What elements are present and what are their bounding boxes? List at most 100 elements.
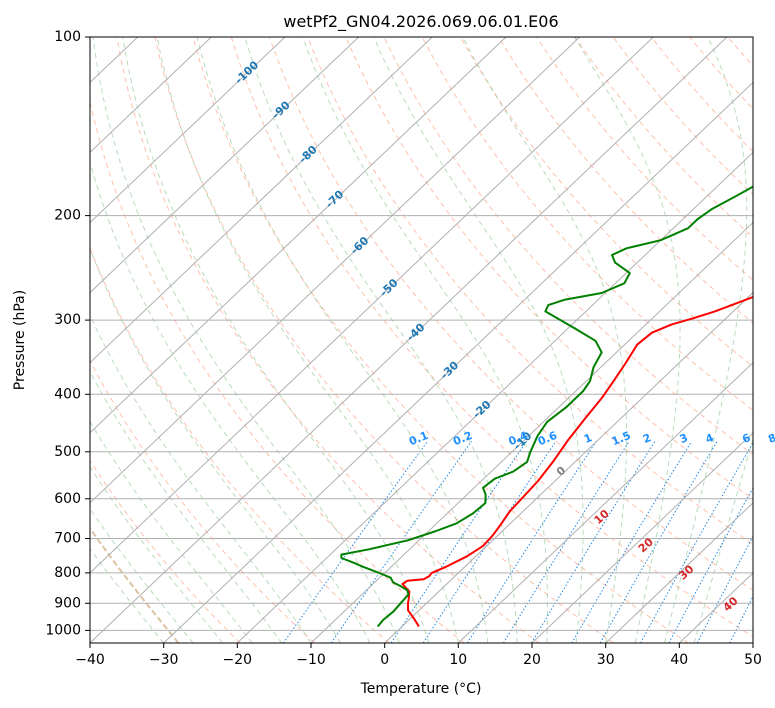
mixing-ratio-line bbox=[503, 441, 630, 643]
isotherm bbox=[752, 642, 753, 643]
mixing-ratio-label: 3 bbox=[678, 431, 690, 446]
lcl-curve bbox=[90, 526, 180, 643]
dry-adiabat bbox=[383, 37, 753, 456]
mixing-ratio-label: 8 bbox=[766, 431, 775, 446]
isotherm bbox=[90, 37, 433, 364]
isotherm bbox=[90, 37, 654, 574]
dry-adiabat bbox=[192, 37, 689, 643]
mixing-ratio-line bbox=[758, 441, 775, 643]
isotherm bbox=[236, 151, 753, 643]
y-tick-label: 1000 bbox=[45, 622, 81, 638]
dewpoint-line bbox=[340, 185, 753, 628]
x-tick-label: 10 bbox=[449, 652, 467, 668]
temperature-line bbox=[401, 295, 753, 628]
dry-adiabat bbox=[116, 37, 540, 643]
moist-adiabat bbox=[373, 37, 584, 643]
dry-adiabat bbox=[154, 37, 614, 643]
y-tick-label: 400 bbox=[54, 386, 81, 402]
mixing-ratio-label: 6 bbox=[740, 431, 752, 446]
y-tick-label: 500 bbox=[54, 444, 81, 460]
mixing-ratio-line bbox=[330, 441, 473, 643]
dry-adiabat bbox=[90, 359, 316, 643]
moist-adiabat bbox=[244, 37, 518, 643]
moist-adiabat bbox=[196, 37, 489, 643]
moist-adiabat bbox=[90, 247, 341, 643]
moist-adiabat bbox=[693, 437, 753, 643]
dry-adiabat bbox=[612, 37, 753, 196]
moist-adiabat-label: 30 bbox=[676, 562, 696, 582]
dry-adiabat bbox=[689, 37, 753, 110]
isotherm bbox=[90, 37, 212, 154]
moist-adiabat-label: 40 bbox=[721, 594, 741, 614]
x-tick-label: −40 bbox=[75, 652, 105, 668]
dry-adiabat bbox=[459, 37, 753, 368]
isotherm bbox=[90, 37, 360, 294]
mixing-ratio-label: 0.2 bbox=[451, 429, 474, 448]
y-tick-label: 900 bbox=[54, 595, 81, 611]
mixing-ratio-line bbox=[571, 441, 693, 643]
isotherm bbox=[605, 502, 753, 643]
y-tick-label: 100 bbox=[54, 29, 81, 45]
mixing-ratio-line bbox=[696, 535, 753, 643]
dry-adiabat bbox=[727, 37, 753, 67]
chart-title: wetPf2_GN04.2026.069.06.01.E06 bbox=[283, 12, 558, 32]
dry-adiabat bbox=[766, 37, 775, 643]
moist-adiabat bbox=[90, 465, 223, 643]
moist-adiabat bbox=[462, 37, 627, 643]
mixing-ratio-line bbox=[422, 441, 557, 643]
mixing-ratio-line bbox=[668, 487, 753, 643]
x-tick-label: −20 bbox=[223, 652, 253, 668]
axes: −40 −30 −20 −10 0 10 20 30 40 5010020030040050060… bbox=[45, 29, 762, 668]
x-tick-label: 40 bbox=[670, 652, 688, 668]
mixing-ratio-line bbox=[531, 441, 656, 643]
isotherm bbox=[310, 221, 753, 643]
x-tick-label: 0 bbox=[380, 652, 389, 668]
moist-adiabat bbox=[90, 420, 253, 643]
x-tick-label: 30 bbox=[597, 652, 615, 668]
mixing-ratio-line bbox=[466, 441, 597, 643]
x-tick-label: 50 bbox=[744, 652, 762, 668]
moist-adiabat bbox=[90, 160, 371, 643]
dry-adiabat bbox=[90, 99, 465, 643]
y-tick-label: 700 bbox=[54, 531, 81, 547]
mixing-ratio-line bbox=[282, 441, 429, 643]
moist-adiabat bbox=[122, 37, 430, 643]
isotherm bbox=[163, 81, 753, 643]
moist-adiabat bbox=[90, 507, 194, 643]
x-axis-label: Temperature (°C) bbox=[360, 681, 482, 697]
y-tick-label: 600 bbox=[54, 491, 81, 507]
dry-adiabat bbox=[90, 246, 390, 643]
mixing-ratio-line bbox=[599, 441, 718, 643]
moist-adiabat-label: 10 bbox=[592, 507, 612, 527]
x-tick-label: −10 bbox=[296, 652, 326, 668]
dry-adiabat bbox=[90, 459, 241, 643]
y-tick-label: 300 bbox=[54, 312, 81, 328]
y-tick-label: 800 bbox=[54, 565, 81, 581]
plot-frame bbox=[89, 36, 754, 644]
pressure-grid bbox=[0, 37, 753, 643]
mixing-ratio-line bbox=[390, 441, 528, 643]
isotherm bbox=[531, 432, 753, 643]
dry-adiabat bbox=[650, 37, 753, 153]
moist-adiabat bbox=[90, 547, 165, 643]
line-labels: -100-90-80-70-60-50-40-30-20-100.1 0.2 0.4… bbox=[232, 58, 775, 614]
isotherm bbox=[457, 361, 753, 643]
isotherm bbox=[90, 37, 286, 224]
moist-adiabat-label: 0 bbox=[554, 464, 569, 479]
isotherm bbox=[0, 37, 64, 643]
mixing-ratio-label: 1.5 bbox=[610, 429, 633, 448]
isotherm bbox=[90, 37, 728, 643]
dry-adiabat bbox=[230, 37, 753, 638]
x-tick-label: 20 bbox=[523, 652, 541, 668]
x-tick-label: −30 bbox=[149, 652, 179, 668]
dry-adiabat bbox=[269, 37, 753, 591]
isotherm bbox=[90, 37, 581, 504]
mixing-ratio-label: 2 bbox=[641, 431, 653, 446]
moist-adiabat bbox=[664, 37, 748, 643]
dry-adiabat bbox=[345, 37, 753, 500]
isotherm bbox=[678, 572, 753, 643]
dry-adiabat bbox=[307, 37, 753, 545]
moist-adiabat bbox=[302, 37, 548, 643]
y-tick-label: 200 bbox=[54, 208, 81, 224]
